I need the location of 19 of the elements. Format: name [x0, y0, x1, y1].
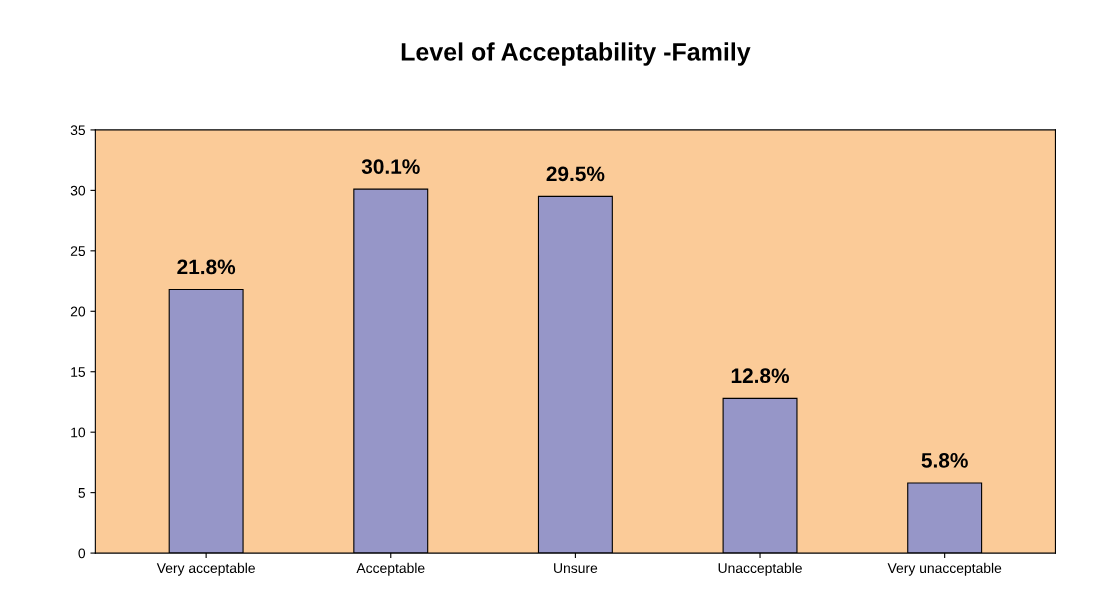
x-tick-label: Acceptable	[356, 562, 425, 576]
y-tick-label: 25	[70, 246, 86, 256]
y-tick-label: 10	[71, 427, 86, 438]
data-label: 29.5%	[546, 166, 605, 182]
y-tick-label: 35	[70, 125, 86, 136]
y-tick-label: 0	[78, 548, 86, 559]
data-label: 5.8%	[921, 452, 968, 468]
x-tick-label: Very acceptable	[156, 562, 255, 576]
chart-title: Level of Acceptability -Family	[401, 42, 751, 66]
data-label: 21.8%	[177, 259, 236, 275]
y-tick-label: 20	[70, 306, 86, 317]
y-tick-label: 30	[70, 185, 86, 196]
y-tick-label: 15	[71, 367, 86, 377]
x-tick-label: Unacceptable	[718, 562, 802, 576]
y-tick-label: 5	[78, 488, 86, 498]
data-label: 12.8%	[731, 368, 790, 384]
x-tick-label: Very unacceptable	[887, 562, 1002, 576]
x-tick-label: Unsure	[554, 563, 598, 574]
data-label: 30.1%	[361, 159, 420, 174]
